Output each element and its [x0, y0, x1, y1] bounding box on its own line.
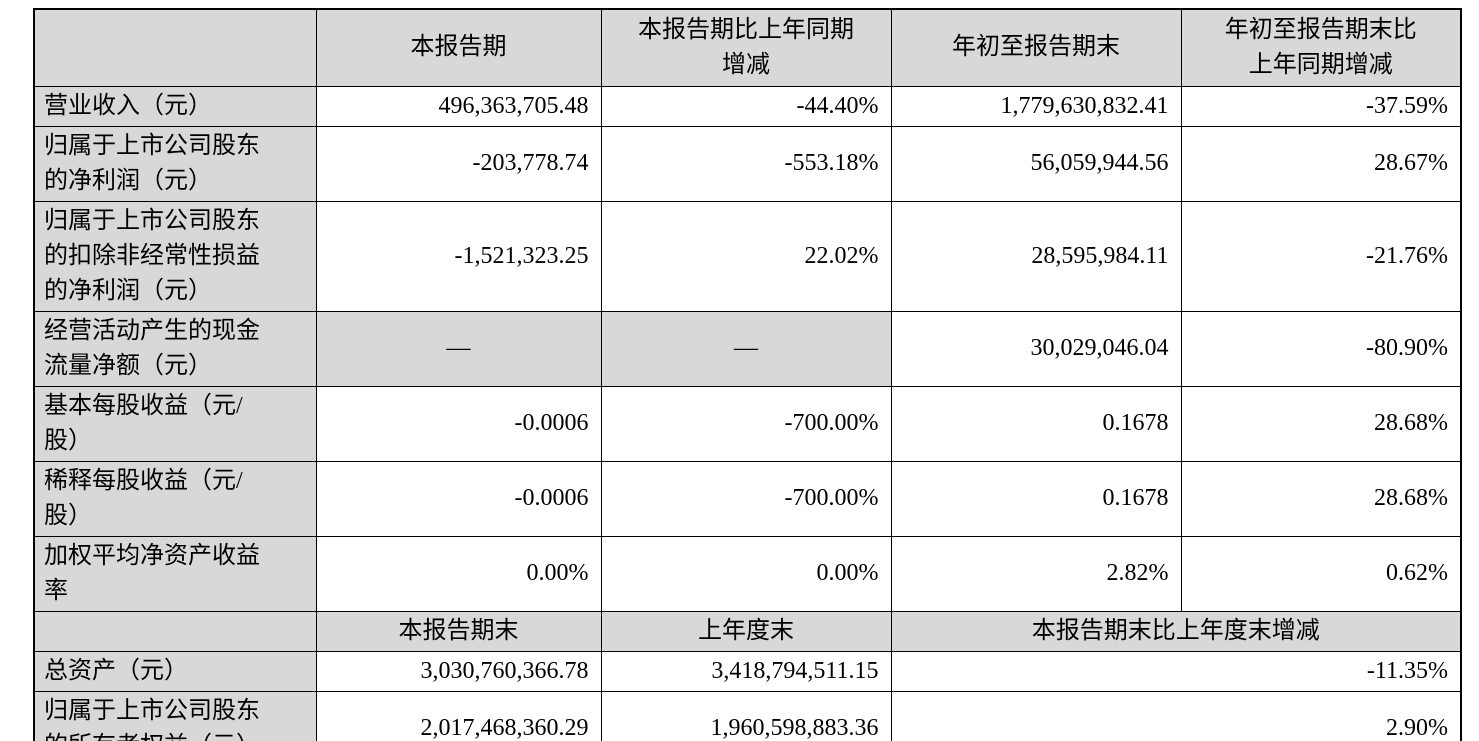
value-cell: -37.59%	[1180, 85, 1462, 127]
row-label-cell: 归属于上市公司股东的净利润（元）	[33, 125, 317, 202]
value-cell: 1,779,630,832.41	[890, 85, 1182, 127]
row-label-cell: 经营活动产生的现金流量净额（元）	[33, 310, 317, 387]
table-row-owners-equity: 归属于上市公司股东的所有者权益（元） 2,017,468,360.29 1,96…	[33, 690, 1462, 741]
value-cell: -700.00%	[600, 385, 892, 462]
value-cell: 0.00%	[600, 535, 892, 612]
empty-dash-cell: —	[600, 310, 892, 387]
value-cell: 2.82%	[890, 535, 1182, 612]
value-cell: 28.67%	[1180, 125, 1462, 202]
value-cell: -700.00%	[600, 460, 892, 537]
table-row-total-assets: 总资产（元） 3,030,760,366.78 3,418,794,511.15…	[33, 650, 1462, 692]
value-cell: 1,960,598,883.36	[600, 690, 892, 741]
value-cell: -203,778.74	[315, 125, 602, 202]
row-label-cell: 稀释每股收益（元/股）	[33, 460, 317, 537]
row-label-cell: 营业收入（元）	[33, 85, 317, 127]
row-label-cell: 基本每股收益（元/股）	[33, 385, 317, 462]
value-cell: -553.18%	[600, 125, 892, 202]
value-cell: 496,363,705.48	[315, 85, 602, 127]
row-label-cell: 归属于上市公司股东的所有者权益（元）	[33, 690, 317, 741]
table-row-operating-revenue: 营业收入（元） 496,363,705.48 -44.40% 1,779,630…	[33, 85, 1462, 127]
value-cell: 2,017,468,360.29	[315, 690, 602, 741]
value-cell: -11.35%	[890, 650, 1462, 692]
empty-dash-cell: —	[315, 310, 602, 387]
row-label-cell: 归属于上市公司股东的扣除非经常性损益的净利润（元）	[33, 200, 317, 312]
header-current-period: 本报告期	[315, 8, 602, 87]
value-cell: 0.00%	[315, 535, 602, 612]
value-cell: -21.76%	[1180, 200, 1462, 312]
value-cell: 22.02%	[600, 200, 892, 312]
value-cell: 28.68%	[1180, 385, 1462, 462]
row-label-cell: 总资产（元）	[33, 650, 317, 692]
value-cell: 0.1678	[890, 385, 1182, 462]
period-end-header-row: 本报告期末 上年度末 本报告期末比上年度末增减	[33, 610, 1462, 652]
header-blank-cell	[33, 610, 317, 652]
value-cell: 28,595,984.11	[890, 200, 1182, 312]
table-row-diluted-eps: 稀释每股收益（元/股） -0.0006 -700.00% 0.1678 28.6…	[33, 460, 1462, 537]
header-blank-cell	[33, 8, 317, 87]
table-row-operating-cash-flow: 经营活动产生的现金流量净额（元） — — 30,029,046.04 -80.9…	[33, 310, 1462, 387]
value-cell: 56,059,944.56	[890, 125, 1182, 202]
table-row-basic-eps: 基本每股收益（元/股） -0.0006 -700.00% 0.1678 28.6…	[33, 385, 1462, 462]
header-ytd-yoy-change: 年初至报告期末比上年同期增减	[1180, 8, 1462, 87]
value-cell: 3,030,760,366.78	[315, 650, 602, 692]
table-row-net-profit-excl-nonrecurring: 归属于上市公司股东的扣除非经常性损益的净利润（元） -1,521,323.25 …	[33, 200, 1462, 312]
value-cell: -0.0006	[315, 385, 602, 462]
financial-summary-table: 本报告期 本报告期比上年同期增减 年初至报告期末 年初至报告期末比上年同期增减 …	[33, 8, 1462, 741]
value-cell: -80.90%	[1180, 310, 1462, 387]
value-cell: -44.40%	[600, 85, 892, 127]
header-end-of-period: 本报告期末	[315, 610, 602, 652]
header-period-end-change: 本报告期末比上年度末增减	[890, 610, 1462, 652]
table-header-row: 本报告期 本报告期比上年同期增减 年初至报告期末 年初至报告期末比上年同期增减	[33, 8, 1462, 87]
value-cell: -0.0006	[315, 460, 602, 537]
value-cell: 3,418,794,511.15	[600, 650, 892, 692]
value-cell: -1,521,323.25	[315, 200, 602, 312]
header-ytd: 年初至报告期末	[890, 8, 1182, 87]
value-cell: 0.62%	[1180, 535, 1462, 612]
value-cell: 30,029,046.04	[890, 310, 1182, 387]
value-cell: 28.68%	[1180, 460, 1462, 537]
header-end-of-last-year: 上年度末	[600, 610, 892, 652]
table-row-net-profit: 归属于上市公司股东的净利润（元） -203,778.74 -553.18% 56…	[33, 125, 1462, 202]
value-cell: 2.90%	[890, 690, 1462, 741]
row-label-cell: 加权平均净资产收益率	[33, 535, 317, 612]
value-cell: 0.1678	[890, 460, 1182, 537]
header-yoy-change: 本报告期比上年同期增减	[600, 8, 892, 87]
table-row-weighted-avg-roe: 加权平均净资产收益率 0.00% 0.00% 2.82% 0.62%	[33, 535, 1462, 612]
